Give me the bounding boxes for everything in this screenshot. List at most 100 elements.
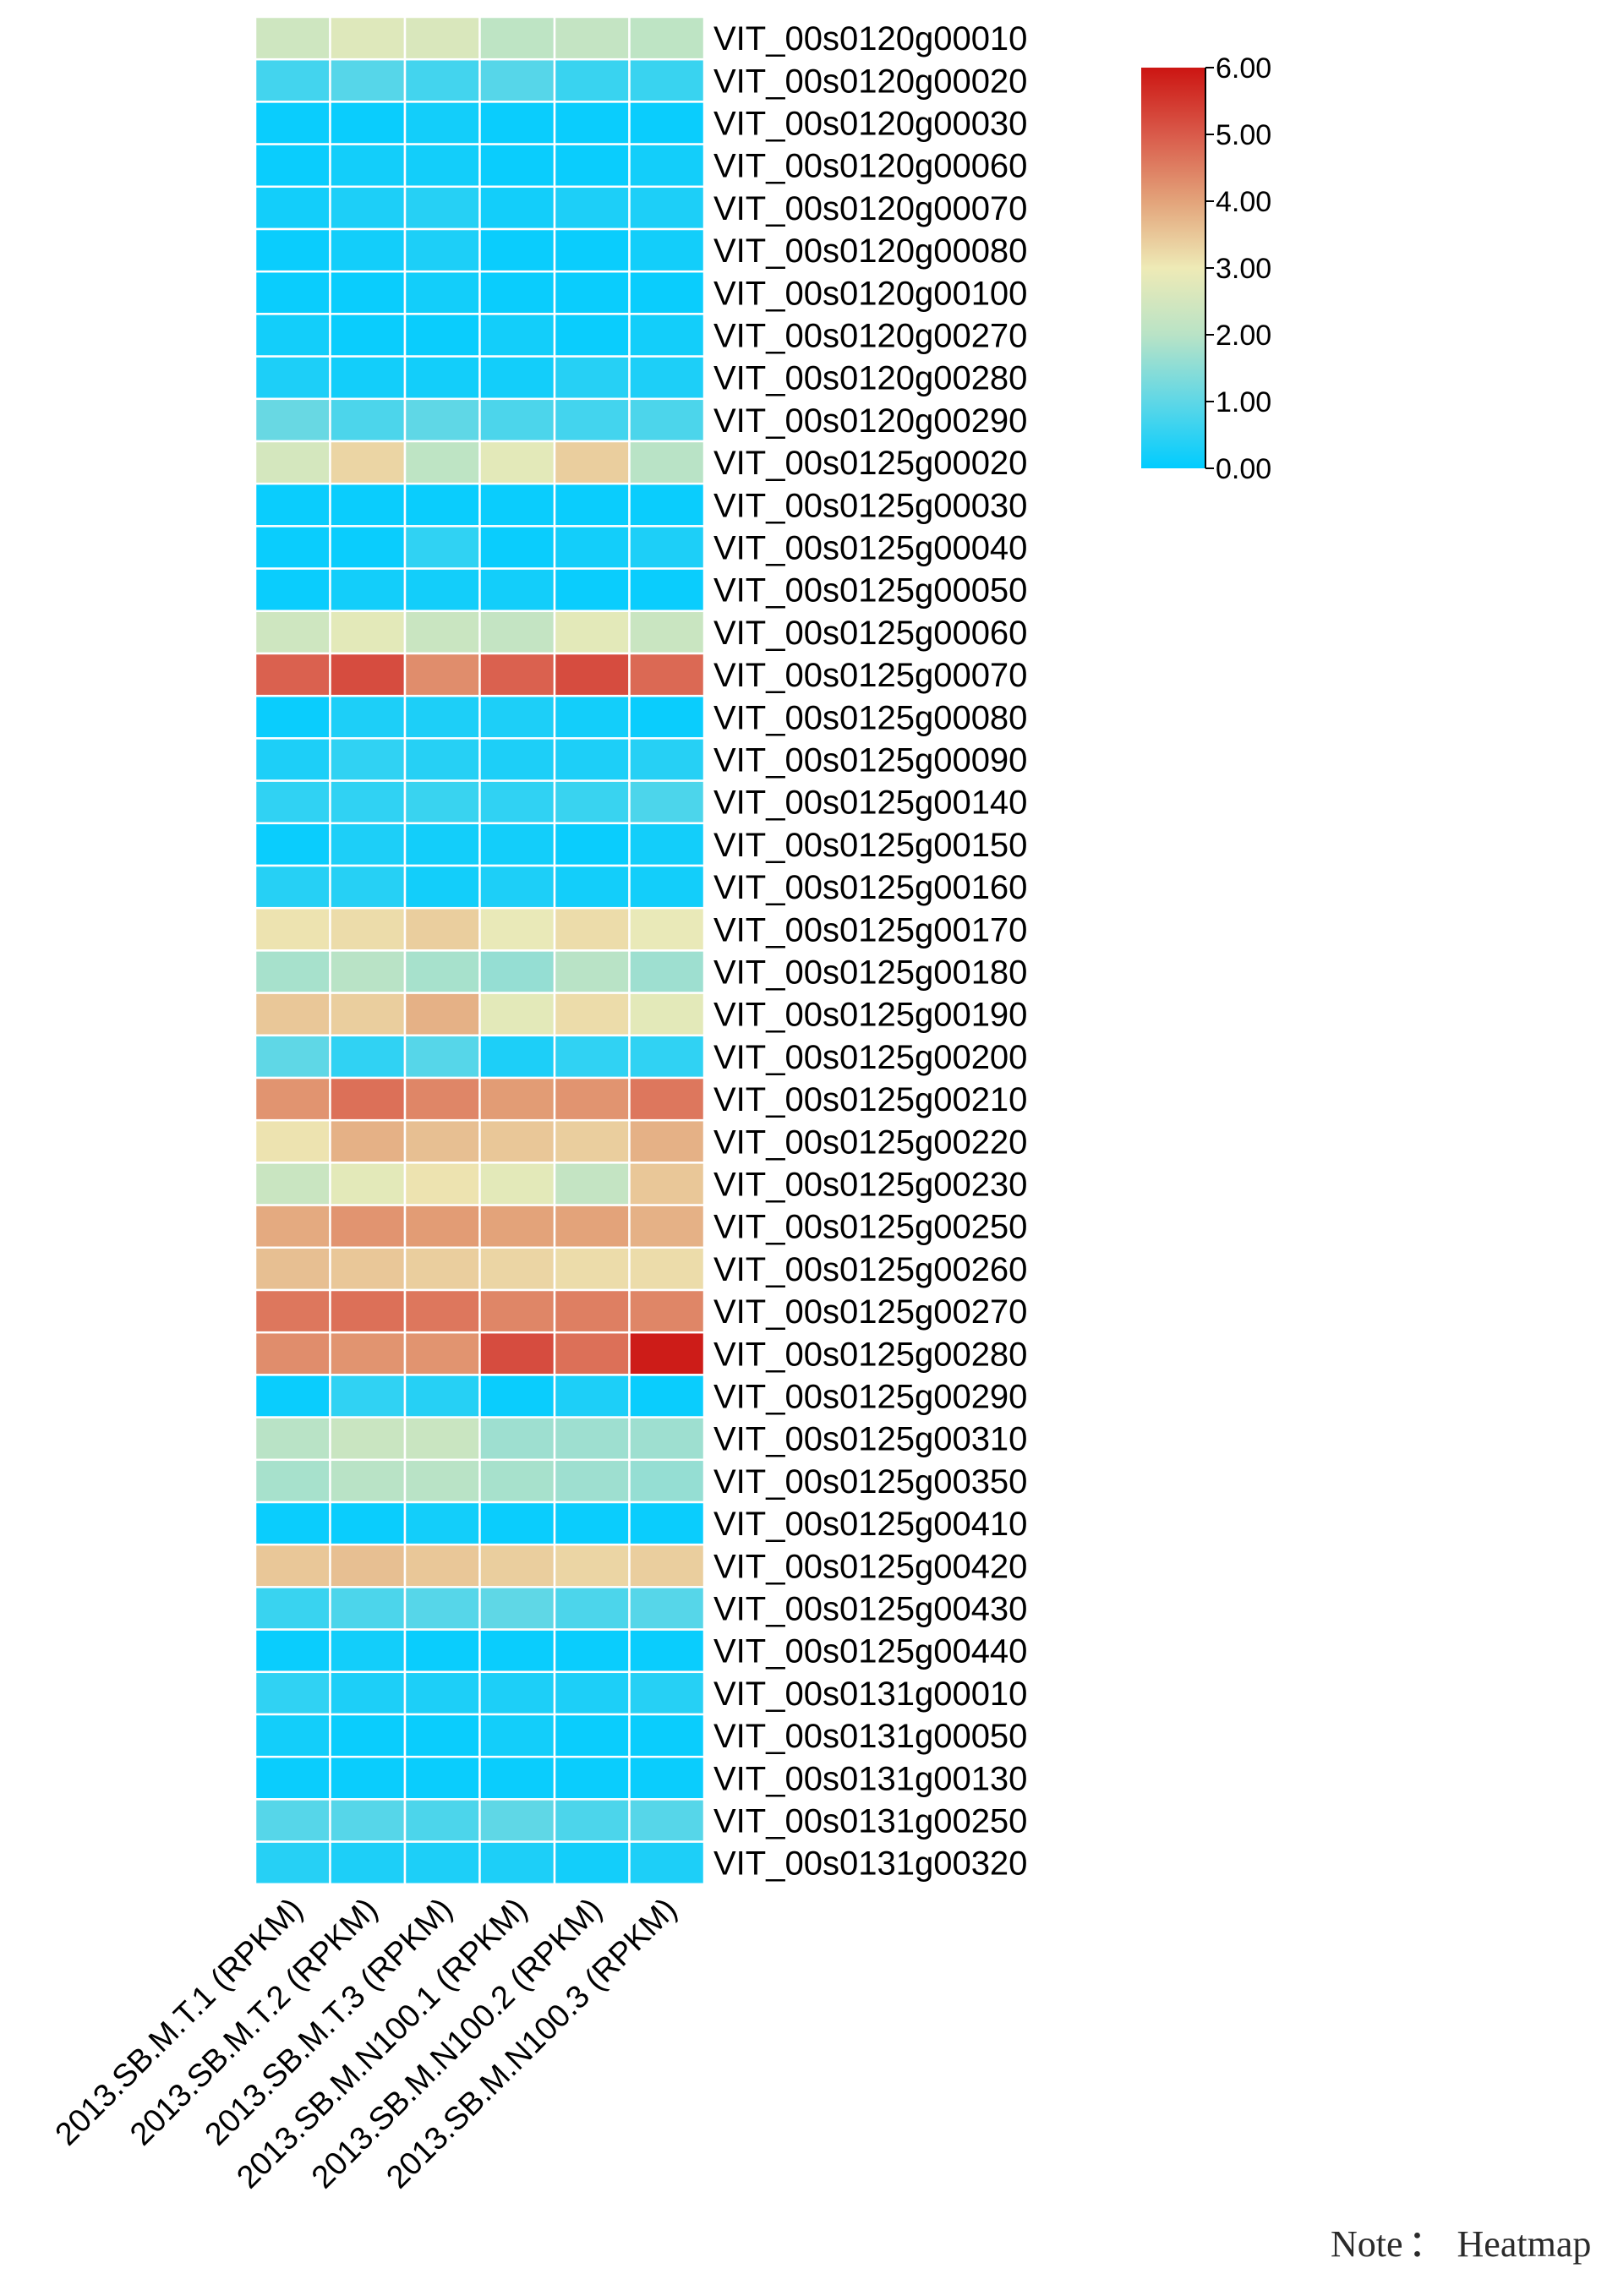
heatmap-cell [329, 610, 407, 655]
heatmap-cell [403, 1713, 481, 1758]
heatmap-cell [553, 992, 631, 1037]
heatmap-cell [478, 1670, 556, 1716]
row-label: VIT_00s0125g00290 [713, 1379, 1027, 1416]
row-label: VIT_00s0120g00060 [713, 148, 1027, 185]
row-label: VIT_00s0125g00430 [713, 1591, 1027, 1628]
heatmap-cell [403, 864, 481, 910]
row-label: VIT_00s0125g00160 [713, 869, 1027, 906]
heatmap-cell [329, 1628, 407, 1674]
row-label: VIT_00s0120g00280 [713, 360, 1027, 397]
heatmap-cell [403, 694, 481, 740]
heatmap-cell [403, 779, 481, 825]
heatmap-cell [478, 1628, 556, 1674]
heatmap-cell [553, 1713, 631, 1758]
row-label: VIT_00s0125g00420 [713, 1548, 1027, 1585]
heatmap-cell [403, 1331, 481, 1376]
heatmap-cell [553, 1586, 631, 1631]
heatmap-cell [403, 397, 481, 443]
heatmap-cell [628, 227, 706, 273]
heatmap-cell [553, 397, 631, 443]
heatmap-cell [254, 525, 331, 570]
heatmap-cell [254, 1458, 331, 1504]
heatmap-cell [478, 610, 556, 655]
heatmap-cell [254, 1543, 331, 1588]
heatmap-cell [254, 227, 331, 273]
row-label: VIT_00s0125g00050 [713, 572, 1027, 610]
row-label: VIT_00s0125g00200 [713, 1039, 1027, 1076]
row-label: VIT_00s0120g00070 [713, 190, 1027, 227]
heatmap-cell [254, 1246, 331, 1292]
heatmap-cell [628, 1034, 706, 1080]
heatmap-cell [553, 1798, 631, 1843]
heatmap-cell [478, 652, 556, 697]
heatmap-cell [254, 1798, 331, 1843]
heatmap-cell [553, 185, 631, 231]
heatmap-cell [478, 101, 556, 145]
heatmap-cell [254, 567, 331, 613]
heatmap-cell [553, 1246, 631, 1292]
heatmap-cell [329, 1755, 407, 1801]
row-label: VIT_00s0120g00290 [713, 402, 1027, 440]
heatmap-cell [628, 313, 706, 358]
heatmap-cell [329, 822, 407, 867]
heatmap-cell [628, 1204, 706, 1249]
heatmap-cell [628, 482, 706, 528]
heatmap-cell [628, 1331, 706, 1376]
heatmap-cell [254, 1331, 331, 1376]
heatmap-cell [254, 1755, 331, 1801]
heatmap-cell [254, 1076, 331, 1122]
heatmap-cell [553, 737, 631, 782]
heatmap-cell [553, 355, 631, 401]
row-label: VIT_00s0125g00250 [713, 1209, 1027, 1246]
heatmap-cell [628, 864, 706, 910]
heatmap-cell [628, 440, 706, 485]
heatmap-cell [329, 906, 407, 952]
heatmap-cell [329, 1162, 407, 1206]
heatmap-cell [329, 1501, 407, 1546]
heatmap-cell [553, 1628, 631, 1674]
heatmap-cell [254, 185, 331, 231]
row-label: VIT_00s0125g00310 [713, 1421, 1027, 1458]
heatmap-cell [553, 1374, 631, 1419]
heatmap-cell [254, 992, 331, 1037]
heatmap-cell [553, 567, 631, 613]
heatmap-cell [478, 822, 556, 867]
heatmap-cell [478, 397, 556, 443]
legend-tick-label: 2.00 [1216, 320, 1271, 352]
heatmap-cell [403, 1162, 481, 1206]
heatmap-cell [254, 1840, 331, 1886]
heatmap-cell [628, 906, 706, 952]
heatmap-cell [329, 355, 407, 401]
heatmap-cell [329, 482, 407, 528]
heatmap-cell [628, 1374, 706, 1419]
heatmap-cell [403, 822, 481, 867]
heatmap-cell [478, 15, 556, 61]
heatmap-cell [254, 610, 331, 655]
heatmap-cell [478, 57, 556, 103]
legend-tick-label: 3.00 [1216, 253, 1271, 285]
row-label: VIT_00s0125g00020 [713, 445, 1027, 482]
heatmap-cell [628, 610, 706, 655]
heatmap-cell [478, 1501, 556, 1546]
heatmap-cell [628, 397, 706, 443]
heatmap-cell [403, 227, 481, 273]
heatmap-cell [254, 1118, 331, 1164]
heatmap-cell [403, 1034, 481, 1080]
heatmap-cell [478, 1374, 556, 1419]
heatmap-cell [553, 1118, 631, 1164]
heatmap-cell [254, 355, 331, 401]
row-label: VIT_00s0125g00030 [713, 487, 1027, 524]
heatmap-cell [329, 397, 407, 443]
row-label: VIT_00s0125g00190 [713, 997, 1027, 1034]
heatmap-cell [254, 906, 331, 952]
heatmap-cell [553, 101, 631, 145]
heatmap-cell [553, 1204, 631, 1249]
heatmap-cell [628, 1755, 706, 1801]
heatmap-cell [403, 1076, 481, 1122]
heatmap-cell [403, 482, 481, 528]
heatmap-cell [403, 1840, 481, 1886]
heatmap-cell [329, 694, 407, 740]
row-label: VIT_00s0120g00270 [713, 318, 1027, 355]
heatmap-cell [403, 992, 481, 1037]
heatmap-cell [628, 1628, 706, 1674]
